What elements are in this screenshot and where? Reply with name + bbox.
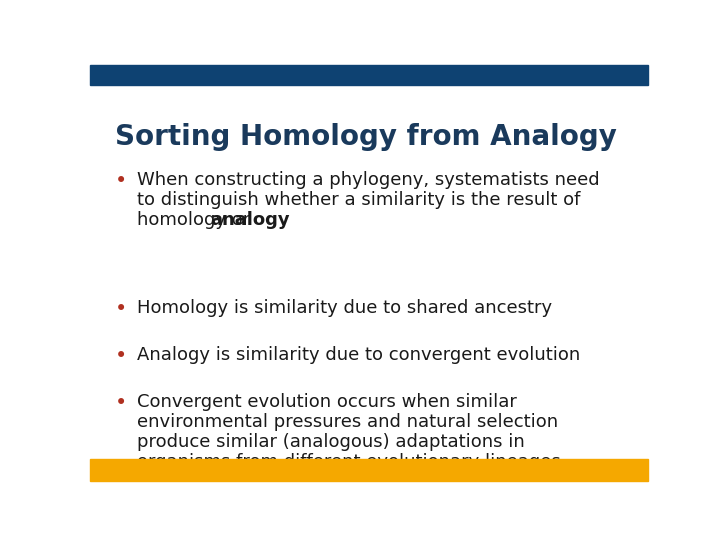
Bar <box>90 459 648 481</box>
Text: homology or: homology or <box>138 211 256 229</box>
Text: Sorting Homology from Analogy: Sorting Homology from Analogy <box>115 123 617 151</box>
Text: organisms from different evolutionary lineages: organisms from different evolutionary li… <box>138 453 561 471</box>
Text: •: • <box>115 171 127 191</box>
Text: Analogy is similarity due to convergent evolution: Analogy is similarity due to convergent … <box>138 346 581 364</box>
Text: to distinguish whether a similarity is the result of: to distinguish whether a similarity is t… <box>138 191 581 209</box>
Text: environmental pressures and natural selection: environmental pressures and natural sele… <box>138 413 559 431</box>
Text: •: • <box>115 393 127 413</box>
Text: © 2011 Pearson Education, Inc.: © 2011 Pearson Education, Inc. <box>100 465 265 475</box>
Text: When constructing a phylogeny, systematists need: When constructing a phylogeny, systemati… <box>138 171 600 189</box>
Text: analogy: analogy <box>210 211 289 229</box>
Text: •: • <box>115 299 127 319</box>
Text: Convergent evolution occurs when similar: Convergent evolution occurs when similar <box>138 393 517 411</box>
Bar <box>90 65 648 85</box>
Text: produce similar (analogous) adaptations in: produce similar (analogous) adaptations … <box>138 433 525 451</box>
Text: Homology is similarity due to shared ancestry: Homology is similarity due to shared anc… <box>138 299 552 318</box>
Text: •: • <box>115 346 127 366</box>
